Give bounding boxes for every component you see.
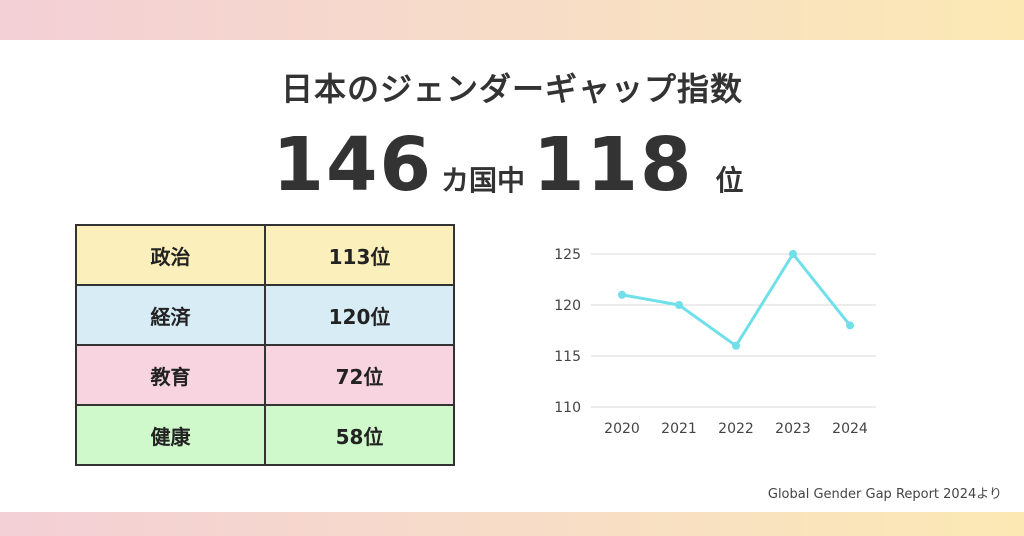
data-point: [846, 321, 854, 330]
category-label: 健康: [75, 404, 266, 466]
category-label: 政治: [75, 224, 266, 286]
data-point: [618, 290, 626, 299]
total-suffix: カ国中: [440, 164, 525, 197]
y-tick-label: 125: [554, 247, 581, 263]
total-countries: 146: [272, 122, 433, 208]
x-tick-label: 2021: [661, 421, 697, 437]
x-tick-label: 2020: [604, 421, 640, 437]
page-title: 日本のジェンダーギャップ指数: [280, 70, 743, 108]
category-rank: 120位: [264, 284, 455, 346]
y-tick-label: 120: [554, 298, 581, 314]
y-tick-label: 110: [554, 400, 581, 416]
series-line: [620, 252, 852, 348]
content-panel: 日本のジェンダーギャップ指数 146 カ国中 118 位 政治 113位 経済 …: [0, 40, 1024, 512]
category-label: 経済: [75, 284, 266, 346]
rank-trend-chart: 110 115 120 125 2020 2021 2022 2023 2024: [554, 247, 876, 437]
table-row: 政治 113位: [75, 224, 455, 286]
x-tick-label: 2024: [832, 421, 868, 437]
table-row: 健康 58位: [75, 404, 455, 466]
category-table: 政治 113位 経済 120位 教育 72位 健康 58位: [75, 224, 455, 466]
rank-position: 118: [533, 122, 694, 208]
category-rank: 58位: [264, 404, 455, 466]
data-point: [732, 341, 740, 350]
y-tick-label: 115: [554, 349, 581, 365]
rank-headline: 146 カ国中 118 位: [0, 122, 1024, 208]
position-suffix: 位: [715, 164, 744, 197]
data-point: [789, 250, 797, 258]
x-tick-label: 2023: [775, 421, 811, 437]
table-row: 経済 120位: [75, 284, 455, 346]
source-note: Global Gender Gap Report 2024より: [767, 487, 1002, 502]
data-point: [675, 301, 683, 309]
category-rank: 113位: [264, 224, 455, 286]
x-tick-label: 2022: [718, 421, 754, 437]
category-rank: 72位: [264, 344, 455, 406]
category-label: 教育: [75, 344, 266, 406]
table-row: 教育 72位: [75, 344, 455, 406]
